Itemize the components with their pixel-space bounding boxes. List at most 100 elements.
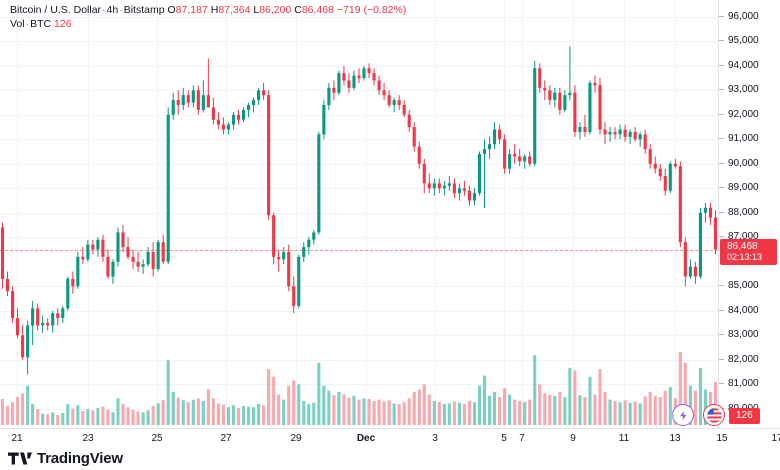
volume-bar bbox=[447, 403, 451, 425]
volume-bar bbox=[226, 407, 231, 425]
candle-body bbox=[111, 261, 115, 277]
candle-body bbox=[568, 92, 572, 96]
tick-label: 85,000 bbox=[728, 280, 759, 292]
vertical-gridline bbox=[88, 0, 89, 428]
symbol-name[interactable]: Bitcoin / U.S. Dollar bbox=[10, 4, 102, 16]
candle-body bbox=[11, 291, 15, 319]
current-price-badge[interactable]: 86,468 02:13:13 bbox=[720, 239, 777, 266]
candle-wick bbox=[207, 58, 209, 101]
low-value: 86,200 bbox=[259, 4, 292, 16]
volume-bar bbox=[397, 404, 401, 425]
volume-bar bbox=[357, 399, 361, 425]
tick-label: 82,000 bbox=[728, 353, 759, 365]
symbol-legend-row[interactable]: Bitcoin / U.S. Dollar·4h·Bitstamp O87,18… bbox=[10, 4, 406, 16]
volume-bar bbox=[623, 400, 627, 425]
volume-bar bbox=[136, 411, 140, 425]
volume-bar bbox=[663, 390, 667, 425]
volume-bar bbox=[126, 407, 130, 425]
candlestick-series bbox=[0, 46, 718, 425]
candle-body bbox=[327, 87, 331, 105]
volume-value-badge[interactable]: 126 bbox=[729, 408, 760, 424]
tradingview-logo[interactable]: TradingView bbox=[8, 450, 123, 467]
volume-bar bbox=[131, 409, 135, 425]
candle-body bbox=[533, 68, 537, 164]
candle-body bbox=[146, 251, 150, 265]
volume-title: Vol bbox=[10, 18, 25, 30]
volume-bar bbox=[422, 384, 426, 425]
candle-body bbox=[538, 68, 542, 88]
candle-body bbox=[101, 239, 105, 257]
candle-body bbox=[528, 156, 532, 164]
volume-bar bbox=[618, 402, 622, 425]
candle-body bbox=[422, 163, 426, 184]
horizontal-gridline bbox=[0, 41, 718, 42]
tick-label: 94,000 bbox=[728, 59, 759, 71]
volume-bar bbox=[683, 362, 687, 425]
candle-body bbox=[46, 323, 50, 326]
time-axis[interactable]: 21 23 25 27 29 Dec 3 5 7 9 11 13 15 17 bbox=[0, 428, 780, 449]
horizontal-gridline bbox=[0, 139, 718, 140]
candle-body bbox=[211, 107, 215, 120]
candle-body bbox=[347, 80, 351, 88]
sparkle-icon bbox=[668, 412, 677, 420]
chart-pane[interactable] bbox=[0, 0, 718, 428]
volume-legend-row[interactable]: Vol·BTC 126 bbox=[10, 18, 406, 30]
volume-bar bbox=[432, 400, 436, 425]
volume-bar bbox=[427, 394, 431, 425]
volume-bar bbox=[201, 400, 205, 425]
candle-body bbox=[548, 90, 552, 101]
candle-body bbox=[352, 75, 356, 88]
volume-bar bbox=[241, 405, 246, 425]
separator-3: · bbox=[25, 18, 30, 30]
volume-bar bbox=[472, 402, 477, 425]
candle-body bbox=[397, 100, 401, 105]
price-axis[interactable]: 96,000 95,000 94,000 93,000 92,000 91,000 90,0… bbox=[718, 0, 780, 428]
footer-bar: TradingView bbox=[0, 448, 780, 470]
candle-body bbox=[41, 323, 45, 326]
candle-body bbox=[493, 129, 497, 145]
high-value: 87,364 bbox=[218, 4, 251, 16]
candle-body bbox=[558, 92, 562, 110]
candle-body bbox=[523, 156, 527, 162]
time-axis-label: 21 bbox=[11, 433, 23, 444]
volume-bar bbox=[31, 404, 35, 425]
candle-body bbox=[372, 73, 376, 81]
volume-bar bbox=[452, 401, 456, 425]
candle-body bbox=[588, 82, 592, 132]
volume-bar bbox=[257, 404, 261, 425]
candle-body bbox=[513, 153, 517, 157]
separator-1: · bbox=[102, 4, 106, 16]
candle-body bbox=[583, 127, 587, 132]
horizontal-gridline bbox=[0, 360, 718, 361]
interval-label[interactable]: 4h bbox=[106, 4, 119, 16]
candle-body bbox=[623, 129, 627, 137]
volume-bar bbox=[593, 394, 597, 425]
volume-bar bbox=[231, 405, 236, 425]
candle-body bbox=[181, 95, 185, 105]
candle-body bbox=[362, 68, 366, 79]
time-axis-label: 25 bbox=[151, 433, 163, 444]
price-axis-tick: 82,000 bbox=[719, 354, 780, 366]
candle-body bbox=[688, 266, 692, 277]
exchange-label[interactable]: Bitstamp bbox=[123, 4, 165, 16]
volume-bar bbox=[262, 405, 266, 425]
candle-body bbox=[563, 95, 567, 110]
price-axis-tick: 83,000 bbox=[719, 329, 780, 341]
candle-body bbox=[56, 313, 60, 319]
volume-bar bbox=[442, 404, 446, 425]
volume-bar bbox=[56, 414, 60, 425]
candle-body bbox=[477, 153, 482, 194]
candle-body bbox=[226, 124, 231, 130]
time-axis-label: 13 bbox=[669, 433, 681, 444]
candle-body bbox=[136, 261, 140, 267]
candle-body bbox=[267, 95, 271, 216]
us-flag-icon[interactable] bbox=[703, 404, 725, 426]
candle-body bbox=[51, 313, 55, 326]
volume-bar bbox=[246, 406, 251, 425]
volume-bar bbox=[161, 400, 165, 425]
volume-bar bbox=[36, 409, 40, 425]
volume-bar bbox=[578, 395, 582, 425]
candle-body bbox=[262, 90, 266, 96]
candle-body bbox=[196, 90, 200, 110]
candle-body bbox=[432, 183, 436, 189]
